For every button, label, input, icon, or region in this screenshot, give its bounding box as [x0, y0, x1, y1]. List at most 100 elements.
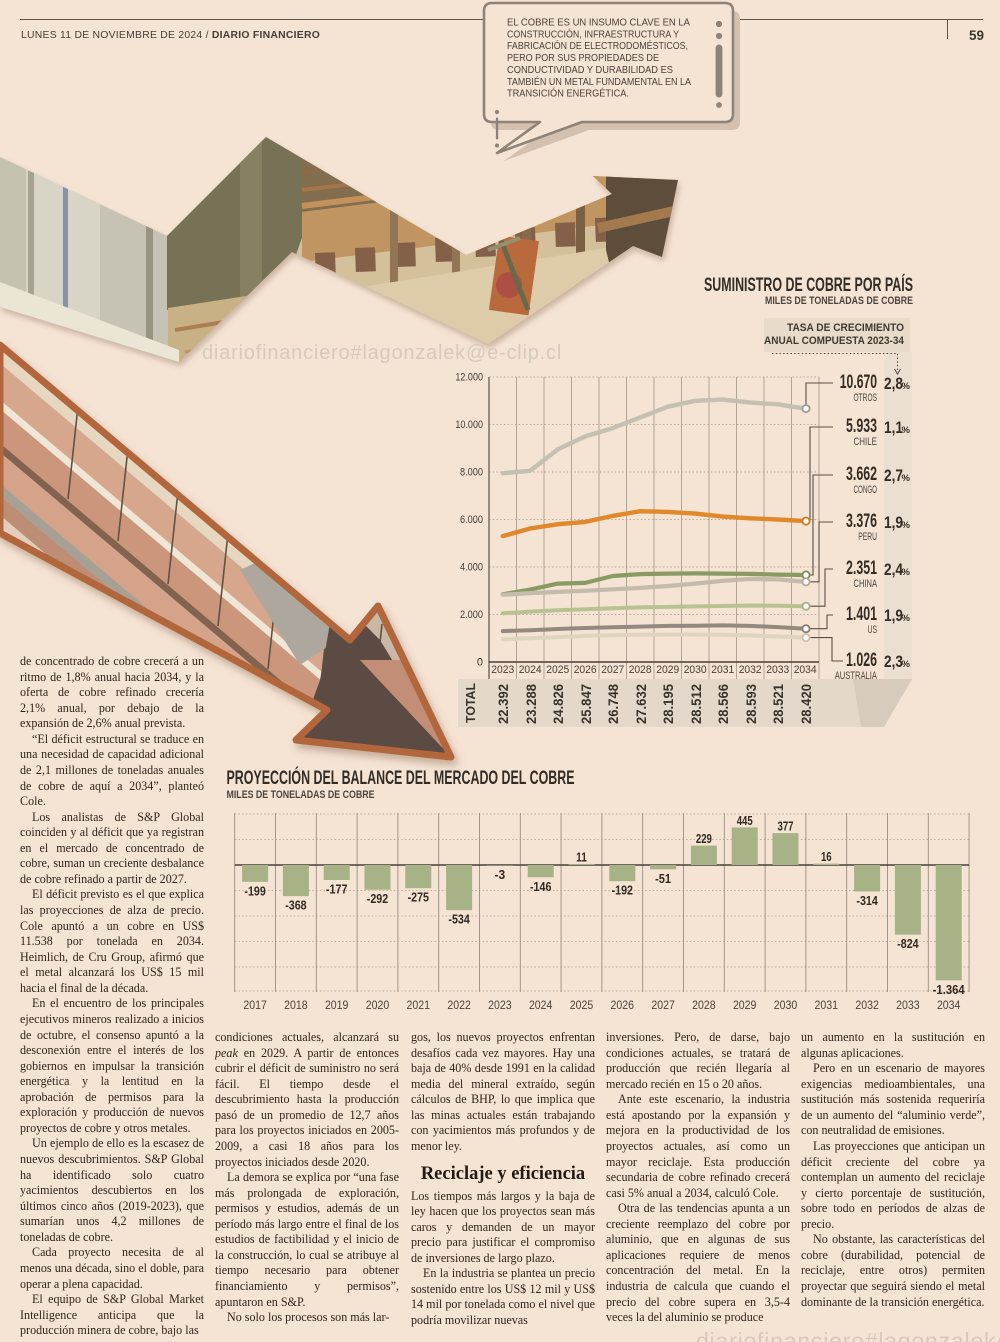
- svg-text:2034: 2034: [794, 664, 817, 676]
- svg-text:PERO POR SUS PROPIEDADES DE: PERO POR SUS PROPIEDADES DE: [507, 52, 659, 64]
- svg-text:TASA DE CRECIMIENTO: TASA DE CRECIMIENTO: [787, 322, 904, 334]
- svg-text:2031: 2031: [711, 664, 734, 676]
- svg-text:CONGO: CONGO: [854, 484, 878, 496]
- svg-text:%: %: [902, 659, 911, 670]
- svg-text:28.195: 28.195: [661, 684, 676, 724]
- svg-text:2025: 2025: [570, 998, 594, 1012]
- svg-text:1,9: 1,9: [884, 514, 903, 532]
- svg-text:8.000: 8.000: [460, 467, 483, 479]
- svg-text:-534: -534: [448, 912, 470, 927]
- svg-text:2,4: 2,4: [884, 561, 904, 579]
- svg-text:TOTAL: TOTAL: [463, 683, 478, 723]
- svg-text:-1.364: -1.364: [933, 982, 966, 997]
- svg-text:28.521: 28.521: [771, 684, 786, 724]
- svg-text:5.933: 5.933: [846, 416, 877, 437]
- svg-text:2033: 2033: [766, 664, 789, 676]
- svg-text:-51: -51: [655, 871, 671, 886]
- svg-text:2,7: 2,7: [884, 467, 903, 485]
- svg-text:23.288: 23.288: [524, 684, 539, 724]
- svg-text:3.376: 3.376: [846, 511, 877, 532]
- svg-text:-314: -314: [856, 893, 878, 908]
- svg-text:2026: 2026: [611, 998, 635, 1012]
- svg-text:2,3: 2,3: [884, 653, 903, 671]
- svg-text:MILES DE TONELADAS DE COBRE: MILES DE TONELADAS DE COBRE: [227, 789, 375, 801]
- svg-text:11: 11: [576, 850, 587, 865]
- svg-text:0: 0: [477, 657, 483, 669]
- svg-text:2027: 2027: [651, 998, 675, 1012]
- svg-text:PROYECCIÓN DEL BALANCE DEL MER: PROYECCIÓN DEL BALANCE DEL MERCADO DEL C…: [227, 767, 575, 789]
- svg-text:%: %: [902, 613, 911, 624]
- svg-text:25.847: 25.847: [579, 684, 594, 724]
- svg-text:OTROS: OTROS: [854, 392, 878, 404]
- svg-text:445: 445: [737, 813, 753, 828]
- svg-text:%: %: [902, 520, 911, 531]
- svg-text:22.392: 22.392: [496, 684, 511, 724]
- svg-text:US: US: [868, 624, 877, 636]
- svg-text:2024: 2024: [519, 664, 542, 676]
- svg-text:-824: -824: [897, 936, 919, 951]
- svg-text:26.748: 26.748: [606, 684, 621, 724]
- svg-text:2026: 2026: [574, 664, 597, 676]
- svg-text:27.632: 27.632: [634, 684, 649, 724]
- svg-text:CONDUCTIVIDAD Y DURABILIDAD ES: CONDUCTIVIDAD Y DURABILIDAD ES: [507, 64, 673, 76]
- svg-text:CONSTRUCCIÓN, INFRAESTRUCTURA: CONSTRUCCIÓN, INFRAESTRUCTURA Y: [507, 27, 679, 40]
- svg-text:-199: -199: [244, 883, 265, 898]
- svg-text:2028: 2028: [692, 998, 716, 1012]
- svg-text:%: %: [902, 425, 911, 436]
- svg-text:3.662: 3.662: [846, 464, 877, 485]
- svg-text:6.000: 6.000: [460, 514, 483, 526]
- svg-text:28.566: 28.566: [716, 684, 731, 724]
- svg-text:10.670: 10.670: [840, 372, 877, 393]
- svg-text:ANUAL COMPUESTA 2023-34: ANUAL COMPUESTA 2023-34: [764, 335, 905, 347]
- svg-text:EL COBRE ES UN INSUMO CLAVE EN: EL COBRE ES UN INSUMO CLAVE EN LA: [507, 17, 690, 29]
- svg-text:-3: -3: [495, 867, 506, 882]
- svg-text:2020: 2020: [366, 998, 390, 1012]
- svg-text:1.026: 1.026: [846, 650, 877, 671]
- svg-text:12.000: 12.000: [455, 372, 483, 384]
- svg-text:%: %: [902, 381, 911, 392]
- svg-text:2024: 2024: [529, 998, 553, 1012]
- svg-text:377: 377: [778, 819, 794, 834]
- svg-text:2,8: 2,8: [884, 375, 903, 393]
- svg-text:AUSTRALIA: AUSTRALIA: [835, 670, 878, 682]
- svg-text:28.593: 28.593: [744, 684, 759, 724]
- svg-text:2029: 2029: [656, 664, 679, 676]
- svg-text:28.512: 28.512: [689, 684, 704, 724]
- svg-text:24.826: 24.826: [551, 684, 566, 724]
- svg-text:-192: -192: [612, 883, 633, 898]
- svg-text:28.420: 28.420: [799, 684, 814, 724]
- svg-text:2021: 2021: [407, 998, 431, 1012]
- svg-text:1,9: 1,9: [884, 607, 903, 625]
- svg-text:229: 229: [696, 831, 712, 846]
- svg-text:-275: -275: [408, 890, 429, 905]
- svg-text:2023: 2023: [488, 998, 512, 1012]
- svg-text:2029: 2029: [733, 998, 757, 1012]
- svg-text:2032: 2032: [739, 664, 762, 676]
- svg-text:-177: -177: [326, 882, 347, 897]
- svg-text:SUMINISTRO DE COBRE POR PAÍS: SUMINISTRO DE COBRE POR PAÍS: [704, 274, 913, 296]
- svg-text:2.351: 2.351: [846, 558, 877, 579]
- svg-text:2033: 2033: [896, 998, 920, 1012]
- svg-text:TRANSICIÓN ENERGÉTICA.: TRANSICIÓN ENERGÉTICA.: [507, 87, 629, 100]
- svg-text:%: %: [902, 567, 911, 578]
- svg-text:2023: 2023: [491, 664, 514, 676]
- svg-text:2.000: 2.000: [460, 609, 483, 621]
- svg-text:1.401: 1.401: [846, 604, 877, 625]
- svg-text:-368: -368: [285, 898, 306, 913]
- svg-text:2030: 2030: [684, 664, 707, 676]
- svg-text:2031: 2031: [815, 998, 839, 1012]
- svg-text:2034: 2034: [937, 998, 961, 1012]
- svg-text:%: %: [902, 473, 911, 484]
- svg-text:2018: 2018: [284, 998, 308, 1012]
- svg-text:2032: 2032: [855, 998, 879, 1012]
- svg-text:FABRICACIÓN DE ELECTRODOMÉSTIC: FABRICACIÓN DE ELECTRODOMÉSTICOS,: [507, 39, 688, 52]
- svg-text:4.000: 4.000: [460, 562, 483, 574]
- svg-text:CHINA: CHINA: [854, 578, 878, 590]
- svg-text:CHILE: CHILE: [854, 436, 878, 448]
- svg-text:2022: 2022: [447, 998, 471, 1012]
- svg-text:2030: 2030: [774, 998, 798, 1012]
- svg-text:2025: 2025: [546, 664, 569, 676]
- svg-text:16: 16: [821, 849, 832, 864]
- svg-text:-146: -146: [530, 879, 551, 894]
- svg-text:1,1: 1,1: [884, 419, 903, 437]
